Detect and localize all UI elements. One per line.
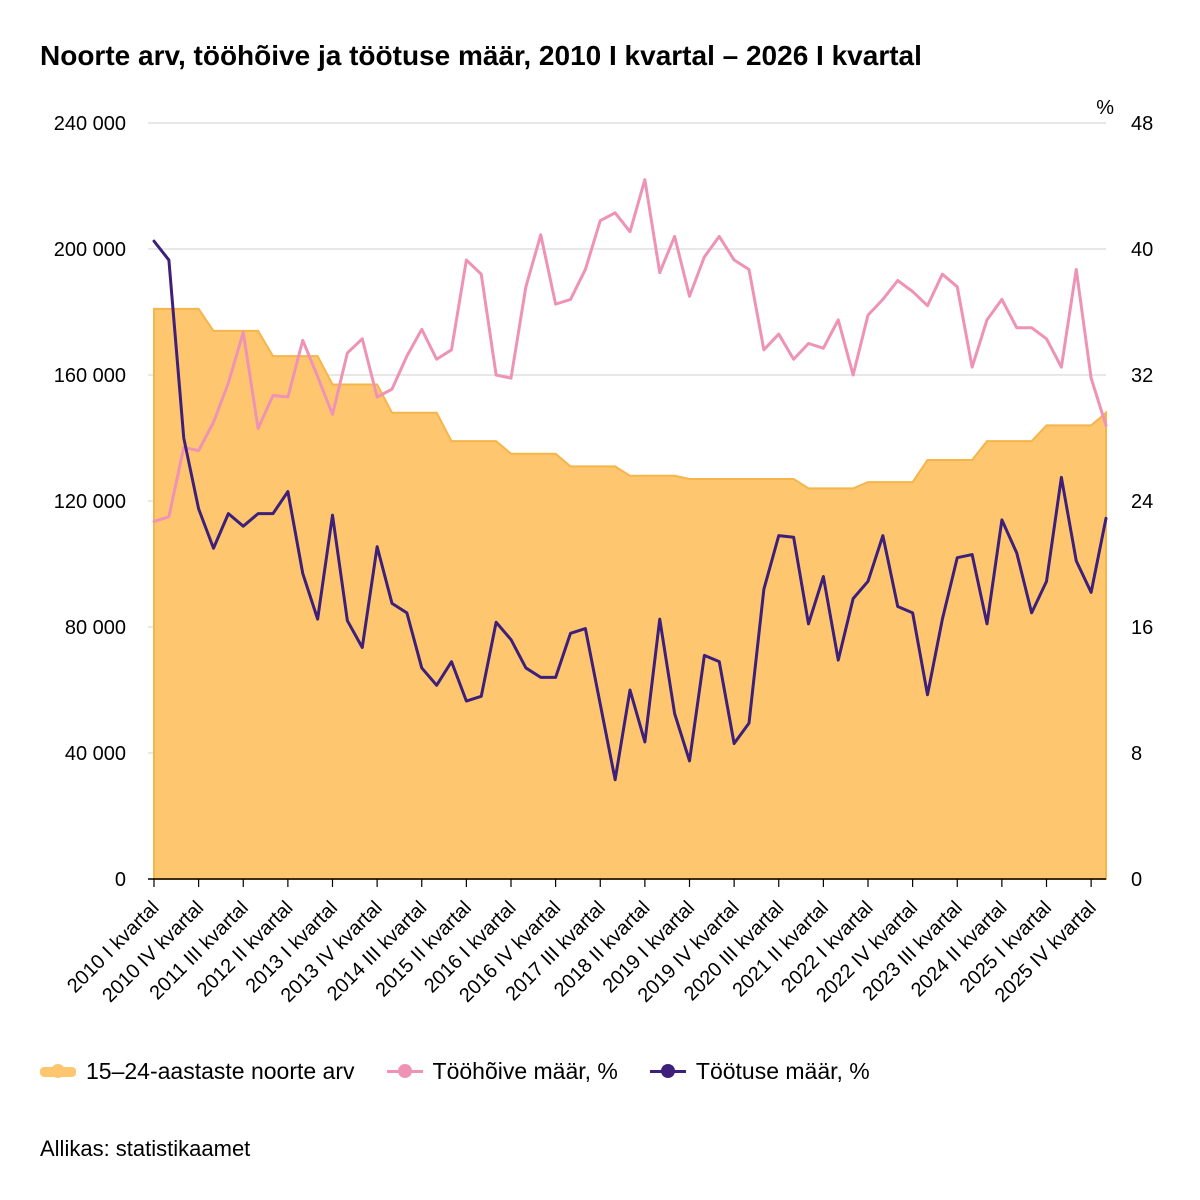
left-tick-label-1: 40 000 (65, 743, 126, 765)
legend-swatch-population (40, 1063, 76, 1080)
legend-item-unemployment: Töötuse määr, % (649, 1058, 870, 1085)
legend-swatch-employment (386, 1063, 423, 1080)
legend-dot-unemployment (660, 1063, 675, 1078)
legend-label-employment: Tööhõive määr, % (432, 1058, 618, 1084)
legend-item-population: 15–24-aastaste noorte arv (40, 1058, 355, 1085)
left-tick-label-0: 0 (115, 869, 126, 891)
source-note: Allikas: statistikaamet (40, 1136, 251, 1161)
population-area (153, 307, 1107, 880)
left-tick-label-2: 80 000 (65, 617, 126, 639)
population-area-layer (153, 307, 1107, 880)
right-tick-label-6: 48 (1131, 113, 1153, 135)
legend-label-population: 15–24-aastaste noorte arv (86, 1058, 355, 1084)
left-axis-ticks: 0 40 000 80 000 120 000 160 000 200 000 240 00… (54, 113, 126, 891)
legend-swatch-unemployment (649, 1063, 686, 1080)
legend: 15–24-aastaste noorte arv Tööhõive määr,… (40, 1058, 902, 1085)
right-tick-label-5: 40 (1131, 239, 1153, 261)
legend-dot-employment (397, 1063, 412, 1078)
chart-title: Noorte arv, tööhõive ja töötuse määr, 20… (40, 40, 922, 71)
rate-lines-layer (152, 178, 1108, 782)
chart-canvas: 0 40 000 80 000 120 000 160 000 200 000 240 00… (54, 97, 1154, 1007)
left-tick-label-3: 120 000 (54, 491, 126, 513)
left-tick-label-4: 160 000 (54, 365, 126, 387)
right-axis-ticks: 0 8 16 24 32 40 48 (1131, 113, 1153, 891)
employment-rate-line (152, 178, 1108, 523)
left-tick-label-5: 200 000 (54, 239, 126, 261)
right-tick-label-4: 32 (1131, 365, 1153, 387)
right-tick-label-0: 0 (1131, 869, 1142, 891)
unemployment-rate-line (152, 239, 1108, 782)
legend-dot-population (51, 1063, 65, 1078)
right-axis-unit-label: % (1096, 97, 1114, 119)
right-tick-label-2: 16 (1131, 617, 1153, 639)
legend-item-employment: Tööhõive määr, % (386, 1058, 618, 1085)
legend-label-unemployment: Töötuse määr, % (695, 1058, 870, 1084)
right-tick-label-3: 24 (1131, 491, 1153, 513)
left-tick-label-6: 240 000 (54, 113, 126, 135)
right-tick-label-1: 8 (1131, 743, 1142, 765)
